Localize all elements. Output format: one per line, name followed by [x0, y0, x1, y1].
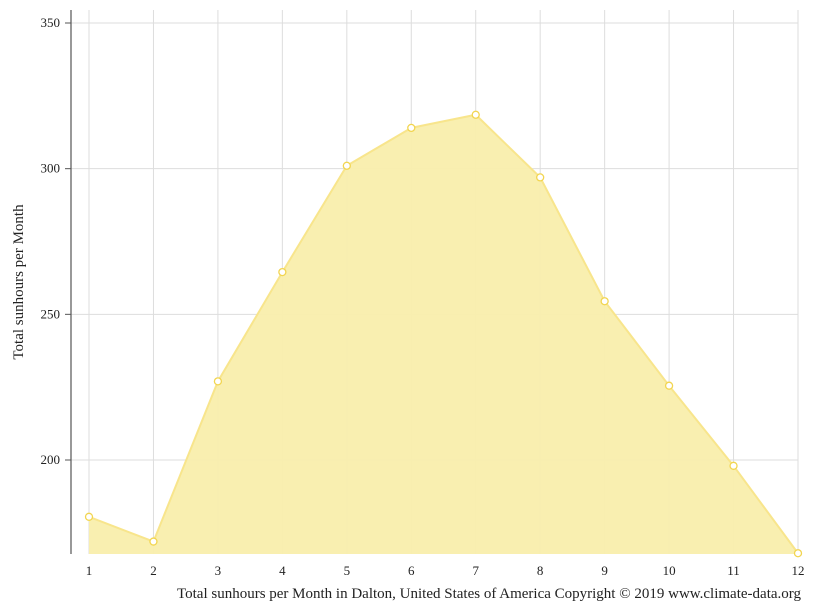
x-tick-label-8: 8 — [537, 563, 544, 578]
x-tick-label-2: 2 — [150, 563, 157, 578]
data-point-10 — [664, 381, 674, 390]
y-tick-label-300: 300 — [41, 161, 61, 176]
x-tick-label-4: 4 — [279, 563, 286, 578]
y-axis-title: Total sunhours per Month — [11, 204, 27, 360]
data-point-7 — [471, 110, 480, 119]
axes — [65, 10, 72, 554]
x-tick-label-12: 12 — [792, 563, 805, 578]
data-points — [84, 110, 803, 558]
x-tick-label-5: 5 — [344, 563, 351, 578]
data-point-6 — [407, 123, 416, 133]
data-point-3 — [213, 377, 223, 386]
x-tick-label-10: 10 — [663, 563, 676, 578]
x-tick-label-1: 1 — [86, 563, 93, 578]
y-tick-label-250: 250 — [41, 306, 61, 321]
data-point-4 — [278, 267, 287, 277]
area-fill — [89, 114, 798, 555]
series-line — [88, 113, 799, 554]
x-tick-label-11: 11 — [727, 563, 740, 578]
y-tick-label-200: 200 — [41, 452, 61, 467]
data-point-1 — [84, 512, 94, 521]
x-tick-label-6: 6 — [408, 563, 415, 578]
y-tick-label-350: 350 — [41, 15, 61, 30]
x-tick-label-7: 7 — [472, 563, 479, 578]
data-point-8 — [536, 173, 545, 182]
data-point-12 — [793, 549, 803, 558]
data-point-5 — [342, 161, 351, 170]
x-tick-labels: 1 2 3 4 5 6 7 8 9 10 11 12 — [86, 563, 805, 578]
x-tick-label-3: 3 — [215, 563, 222, 578]
chart-caption: Total sunhours per Month in Dalton, Unit… — [177, 586, 801, 602]
y-tick-labels: 200 250 300 350 — [41, 15, 61, 467]
data-point-11 — [729, 461, 738, 470]
data-point-2 — [149, 537, 158, 546]
x-tick-label-9: 9 — [601, 563, 608, 578]
area-series — [88, 113, 799, 555]
data-point-9 — [600, 297, 609, 306]
